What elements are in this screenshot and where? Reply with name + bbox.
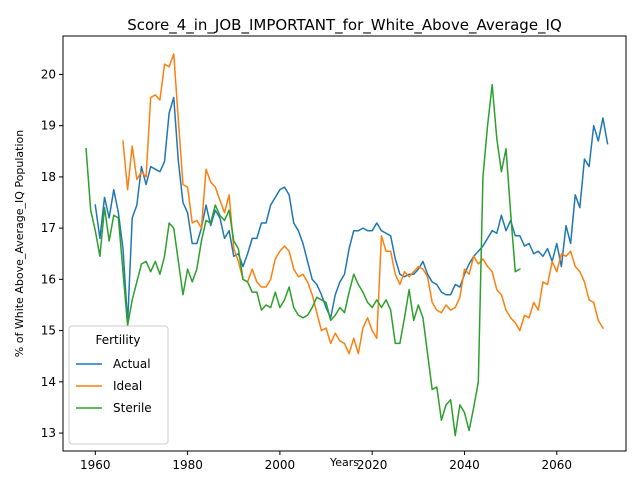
series-line-sterile <box>85 83 521 437</box>
x-tick-label: 2020 <box>357 458 388 472</box>
x-axis-label: Years <box>329 456 359 469</box>
legend: Fertility Actual Ideal Sterile <box>68 325 169 445</box>
x-tick-label: 2040 <box>449 458 480 472</box>
legend-title: Fertility <box>95 333 140 347</box>
series-layer <box>85 53 609 437</box>
legend-label-actual: Actual <box>113 357 151 371</box>
y-tick-label: 20 <box>41 67 56 81</box>
legend-label-ideal: Ideal <box>113 379 142 393</box>
x-axis-ticks: 1960 1980 2000 2020 2040 2060 <box>80 451 572 472</box>
y-tick-label: 14 <box>41 375 56 389</box>
y-axis-label: % of White Above_Average_IQ Population <box>13 130 26 357</box>
x-tick-label: 2000 <box>265 458 296 472</box>
x-tick-label: 1980 <box>172 458 203 472</box>
y-tick-label: 13 <box>41 426 56 440</box>
chart-title: Score_4_in_JOB_IMPORTANT_for_White_Above… <box>127 16 562 35</box>
series-line-ideal <box>122 53 604 355</box>
plot-frame <box>62 35 627 452</box>
y-tick-label: 17 <box>41 221 56 235</box>
y-tick-label: 15 <box>41 324 56 338</box>
y-tick-label: 19 <box>41 119 56 133</box>
legend-label-sterile: Sterile <box>113 401 152 415</box>
y-tick-label: 16 <box>41 272 56 286</box>
series-line-actual <box>94 96 609 324</box>
legend-box <box>68 325 169 445</box>
y-axis-ticks: 13 14 15 16 17 18 19 20 <box>41 67 63 440</box>
y-tick-label: 18 <box>41 170 56 184</box>
x-tick-label: 2060 <box>542 458 573 472</box>
x-tick-label: 1960 <box>80 458 111 472</box>
